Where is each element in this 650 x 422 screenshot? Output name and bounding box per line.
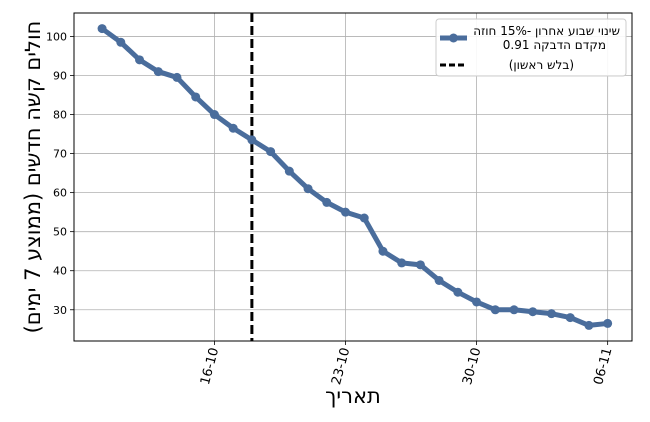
data-point	[378, 246, 388, 256]
data-point	[153, 67, 163, 77]
legend-series-marker	[449, 33, 458, 43]
legend-series-label-line2: מקדם הדבקה 0.91	[503, 38, 606, 52]
data-point	[546, 309, 556, 319]
data-point	[284, 166, 294, 176]
y-tick-label: 40	[53, 265, 67, 278]
data-point	[172, 72, 182, 82]
data-point	[303, 184, 313, 194]
legend-box	[435, 18, 627, 77]
y-tick-label: 60	[53, 187, 67, 200]
data-point	[228, 123, 238, 133]
data-point	[247, 135, 257, 145]
data-point	[97, 24, 107, 34]
data-point	[415, 260, 425, 270]
data-point	[434, 275, 444, 285]
data-point	[490, 305, 500, 315]
legend: שינוי שבוע אחרון -15% חוזה מקדם הדבקה 0.…	[435, 18, 627, 77]
y-tick-label: 100	[46, 30, 67, 43]
y-tick-label: 70	[53, 148, 67, 161]
y-tick-label: 80	[53, 109, 67, 122]
grid-layer	[74, 13, 632, 341]
data-point	[341, 207, 351, 217]
data-point	[509, 305, 519, 315]
legend-series-label-line1: שינוי שבוע אחרון -15% חוזה	[473, 24, 620, 38]
data-point	[584, 320, 594, 330]
data-point	[322, 197, 332, 207]
y-axis-label: חולים קשה חדשים (ממוצע 7 ימים)	[21, 21, 45, 334]
data-point	[359, 213, 369, 223]
plot-frame	[73, 12, 633, 342]
marks-layer	[97, 13, 613, 341]
data-point	[116, 37, 126, 47]
data-point	[565, 313, 575, 323]
x-axis-label: תאריך	[325, 384, 381, 408]
data-point	[135, 55, 145, 65]
data-point	[266, 147, 276, 157]
data-point	[397, 258, 407, 268]
y-tick-label: 30	[53, 304, 67, 317]
data-point	[528, 307, 538, 317]
data-point	[209, 110, 219, 120]
data-point	[603, 318, 613, 328]
series-line	[99, 26, 611, 328]
legend-vline-label: (בלש ראשון)	[509, 58, 574, 72]
y-tick-label: 90	[53, 69, 67, 82]
data-point	[453, 287, 463, 297]
data-point	[472, 297, 482, 307]
data-point	[191, 92, 201, 102]
y-tick-label: 50	[53, 226, 67, 239]
